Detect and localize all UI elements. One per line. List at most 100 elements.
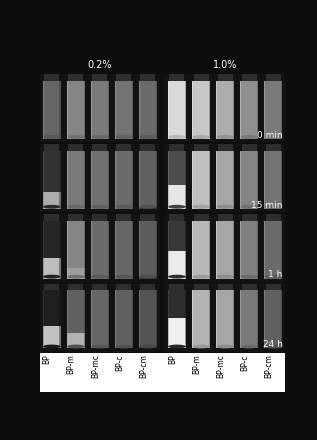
Bar <box>139 81 157 139</box>
Bar <box>68 284 83 290</box>
Bar <box>192 290 210 348</box>
Ellipse shape <box>43 345 61 348</box>
Bar <box>115 290 116 348</box>
Bar <box>60 290 61 348</box>
Bar <box>264 220 282 279</box>
Bar <box>91 220 92 279</box>
Bar <box>170 144 184 151</box>
Ellipse shape <box>139 345 157 348</box>
Ellipse shape <box>67 275 85 279</box>
Bar <box>191 146 192 211</box>
Bar <box>133 146 134 211</box>
Bar <box>216 81 217 139</box>
Bar <box>192 220 210 279</box>
Bar <box>60 81 61 139</box>
Bar <box>193 144 209 151</box>
Ellipse shape <box>115 275 133 279</box>
Bar <box>60 151 61 209</box>
Bar <box>91 151 92 209</box>
Bar <box>191 76 192 141</box>
Ellipse shape <box>43 275 61 279</box>
Bar <box>139 151 140 209</box>
Bar <box>92 214 107 220</box>
Bar <box>115 220 133 279</box>
Text: 15 min: 15 min <box>251 201 283 209</box>
Bar <box>192 290 193 348</box>
Bar <box>216 220 234 279</box>
Bar <box>216 151 234 209</box>
Bar <box>233 151 234 209</box>
Bar <box>115 151 133 209</box>
Bar <box>216 220 217 279</box>
Bar <box>139 220 140 279</box>
Bar <box>233 220 234 279</box>
Bar <box>281 81 282 139</box>
Ellipse shape <box>91 345 109 348</box>
Bar <box>44 144 59 151</box>
Bar <box>263 146 264 211</box>
Bar <box>215 146 216 211</box>
Bar <box>217 214 233 220</box>
Bar <box>115 290 133 348</box>
Ellipse shape <box>91 135 109 139</box>
Bar <box>168 151 169 209</box>
Bar <box>61 76 62 141</box>
Bar <box>67 220 85 268</box>
Bar <box>40 283 160 352</box>
Bar <box>138 146 139 211</box>
Text: 1 h: 1 h <box>268 271 283 279</box>
Bar <box>239 216 240 281</box>
Ellipse shape <box>139 205 157 209</box>
Bar <box>91 151 109 209</box>
Bar <box>43 81 44 139</box>
Bar <box>168 220 169 279</box>
Bar <box>264 81 265 139</box>
Bar <box>216 81 234 139</box>
Bar <box>43 326 61 348</box>
Text: 0.2%: 0.2% <box>87 60 112 70</box>
Bar <box>258 286 259 350</box>
Text: BP-c: BP-c <box>115 354 124 371</box>
Text: BP-m: BP-m <box>192 354 201 374</box>
Bar <box>67 290 68 348</box>
Ellipse shape <box>264 135 282 139</box>
Bar <box>209 290 210 348</box>
Bar <box>43 81 61 139</box>
Bar <box>263 216 264 281</box>
Bar <box>257 151 258 209</box>
Bar <box>113 286 115 350</box>
Bar <box>215 76 216 141</box>
Bar <box>242 74 257 81</box>
Bar <box>67 151 68 209</box>
Bar <box>192 151 210 209</box>
Text: BP-cm: BP-cm <box>264 354 273 378</box>
Bar <box>266 74 281 81</box>
Bar <box>68 214 83 220</box>
Bar <box>90 286 91 350</box>
Bar <box>240 151 242 209</box>
Bar <box>193 284 209 290</box>
Bar <box>116 284 132 290</box>
Text: BP-c: BP-c <box>240 354 249 371</box>
Bar <box>168 186 186 209</box>
Text: BP: BP <box>43 354 52 364</box>
Bar <box>240 151 258 209</box>
Ellipse shape <box>264 345 282 348</box>
Bar <box>186 286 187 350</box>
Bar <box>263 286 264 350</box>
Bar <box>139 290 157 345</box>
Bar <box>85 146 86 211</box>
Bar <box>242 284 257 290</box>
Ellipse shape <box>216 345 234 348</box>
Bar <box>266 144 281 151</box>
Bar <box>133 76 134 141</box>
Ellipse shape <box>216 205 234 209</box>
Bar <box>116 74 132 81</box>
Bar <box>210 286 211 350</box>
Bar <box>113 76 115 141</box>
Ellipse shape <box>91 275 109 279</box>
Bar <box>43 290 44 348</box>
Bar <box>139 345 157 348</box>
Bar <box>165 74 285 142</box>
Bar <box>281 151 282 209</box>
